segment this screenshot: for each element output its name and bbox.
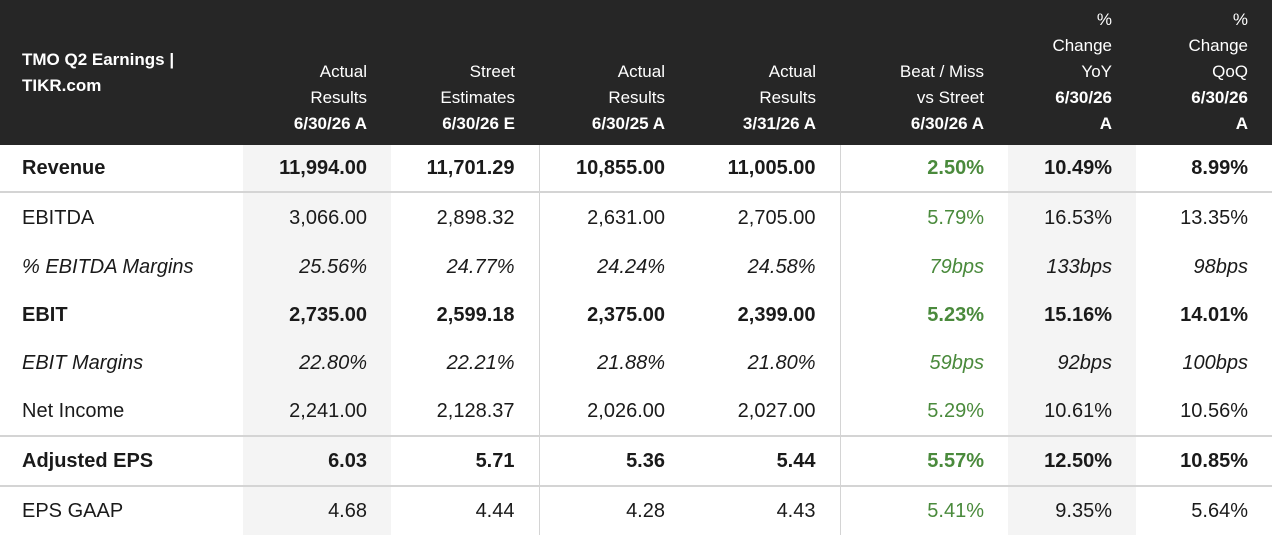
cell-change-yoy: 10.49%	[1008, 145, 1136, 192]
cell-change-yoy: 16.53%	[1008, 191, 1136, 243]
cell-beat-miss: 5.57%	[839, 435, 1008, 486]
row-label: % EBITDA Margins	[22, 255, 194, 278]
cell-beat-miss: 5.29%	[839, 387, 1008, 436]
cell-actual-q2-25: 10,855.00	[538, 145, 689, 192]
column-header-street-estimates: Street Estimates 6/30/26 E	[440, 62, 515, 133]
cell-actual-q2-26: 22.80%	[243, 339, 391, 387]
cell-beat-miss: 5.23%	[839, 291, 1008, 339]
cell-change-qoq: 98bps	[1193, 255, 1249, 278]
cell-beat-miss: 2.50%	[839, 145, 1008, 192]
row-label: EBIT	[22, 303, 68, 326]
cell-actual-q2-26: 11,994.00	[243, 145, 391, 192]
table-row-adjusted-eps: Adjusted EPS 6.03 5.71 5.36 5.44 5.57% 1…	[0, 435, 1272, 486]
row-label: EBITDA	[0, 191, 243, 243]
table-row-eps-gaap: EPS GAAP 4.68 4.44 4.28 4.43 5.41% 9.35%…	[0, 485, 1272, 535]
cell-actual-q2-26: 2,735.00	[243, 291, 391, 339]
cell-street-estimate: 2,898.32	[391, 191, 539, 243]
cell-change-qoq: 13.35%	[1136, 191, 1272, 243]
cell-actual-q2-26: 6.03	[243, 435, 391, 486]
cell-actual-q2-25: 2,026.00	[538, 387, 689, 436]
cell-street-estimate: 22.21%	[446, 351, 515, 374]
cell-actual-q2-25: 2,375.00	[538, 291, 689, 339]
table-row-ebit: EBIT 2,735.00 2,599.18 2,375.00 2,399.00…	[0, 291, 1272, 339]
column-header-actual-q2-25: Actual Results 6/30/25 A	[591, 62, 665, 133]
cell-actual-q2-25: 24.24%	[538, 243, 689, 291]
cell-beat-miss: 5.41%	[839, 485, 1008, 535]
cell-change-yoy: 10.61%	[1008, 387, 1136, 436]
cell-actual-q1-26: 4.43	[689, 485, 840, 535]
cell-actual-q1-26: 2,399.00	[737, 303, 816, 326]
column-header-change-qoq: % Change QoQ 6/30/26 A	[1188, 10, 1248, 133]
cell-actual-q2-25: 4.28	[538, 485, 689, 535]
cell-change-yoy: 12.50%	[1008, 435, 1136, 486]
cell-street-estimate: 2,599.18	[436, 303, 515, 326]
table-row-ebit-margins: EBIT Margins 22.80% 22.21% 21.88% 21.80%…	[0, 339, 1272, 387]
table-row-revenue: Revenue 11,994.00 11,701.29 10,855.00 11…	[0, 145, 1272, 192]
cell-change-qoq: 10.85%	[1136, 435, 1272, 486]
cell-actual-q2-25: 21.88%	[538, 339, 689, 387]
title-line-2: TIKR.com	[22, 75, 102, 95]
cell-change-yoy: 9.35%	[1008, 485, 1136, 535]
row-label: Adjusted EPS	[0, 435, 243, 486]
cell-actual-q2-25: 5.36	[538, 435, 689, 486]
cell-actual-q1-26: 2,705.00	[689, 191, 840, 243]
table-row-ebitda-margins: % EBITDA Margins 25.56% 24.77% 24.24% 24…	[0, 243, 1272, 291]
cell-beat-miss: 59bps	[839, 339, 1008, 387]
cell-actual-q1-26: 21.80%	[747, 351, 816, 374]
cell-actual-q1-26: 24.58%	[747, 255, 816, 278]
cell-change-qoq: 10.56%	[1180, 399, 1248, 422]
column-header-change-yoy: % Change YoY 6/30/26 A	[1052, 10, 1112, 133]
column-header-beat-miss: Beat / Miss vs Street 6/30/26 A	[899, 62, 984, 133]
cell-street-estimate: 4.44	[391, 485, 539, 535]
cell-change-qoq: 8.99%	[1191, 156, 1248, 179]
cell-actual-q2-26: 25.56%	[243, 243, 391, 291]
column-header-actual-q1-26: Actual Results 3/31/26 A	[742, 62, 816, 133]
cell-street-estimate: 5.71	[391, 435, 539, 486]
table-row-ebitda: EBITDA 3,066.00 2,898.32 2,631.00 2,705.…	[0, 191, 1272, 243]
cell-actual-q1-26: 5.44	[689, 435, 840, 486]
cell-actual-q1-26: 2,027.00	[737, 399, 816, 422]
cell-actual-q2-26: 2,241.00	[243, 387, 391, 436]
cell-beat-miss: 5.79%	[839, 191, 1008, 243]
cell-change-qoq: 14.01%	[1180, 303, 1248, 326]
cell-actual-q2-26: 3,066.00	[243, 191, 391, 243]
table-row-net-income: Net Income 2,241.00 2,128.37 2,026.00 2,…	[0, 387, 1272, 436]
cell-change-yoy: 133bps	[1008, 243, 1136, 291]
header-row: TMO Q2 Earnings | TIKR.com Actual Result…	[0, 0, 1272, 145]
cell-change-yoy: 15.16%	[1008, 291, 1136, 339]
cell-street-estimate: 11,701.29	[426, 156, 515, 179]
cell-street-estimate: 24.77%	[446, 255, 515, 278]
title-line-1: TMO Q2 Earnings |	[22, 49, 175, 69]
row-label: Revenue	[22, 156, 106, 179]
row-label: EPS GAAP	[0, 485, 243, 535]
cell-change-qoq: 100bps	[1182, 351, 1248, 374]
cell-beat-miss: 79bps	[839, 243, 1008, 291]
row-label: Net Income	[22, 399, 125, 422]
cell-actual-q1-26: 11,005.00	[727, 156, 816, 179]
cell-actual-q2-26: 4.68	[243, 485, 391, 535]
cell-actual-q2-25: 2,631.00	[538, 191, 689, 243]
table-title: TMO Q2 Earnings | TIKR.com	[0, 0, 243, 145]
row-label: EBIT Margins	[22, 351, 144, 374]
column-header-actual-q2-26: Actual Results 6/30/26 A	[293, 62, 367, 133]
cell-change-yoy: 92bps	[1008, 339, 1136, 387]
cell-street-estimate: 2,128.37	[436, 399, 515, 422]
cell-change-qoq: 5.64%	[1136, 485, 1272, 535]
